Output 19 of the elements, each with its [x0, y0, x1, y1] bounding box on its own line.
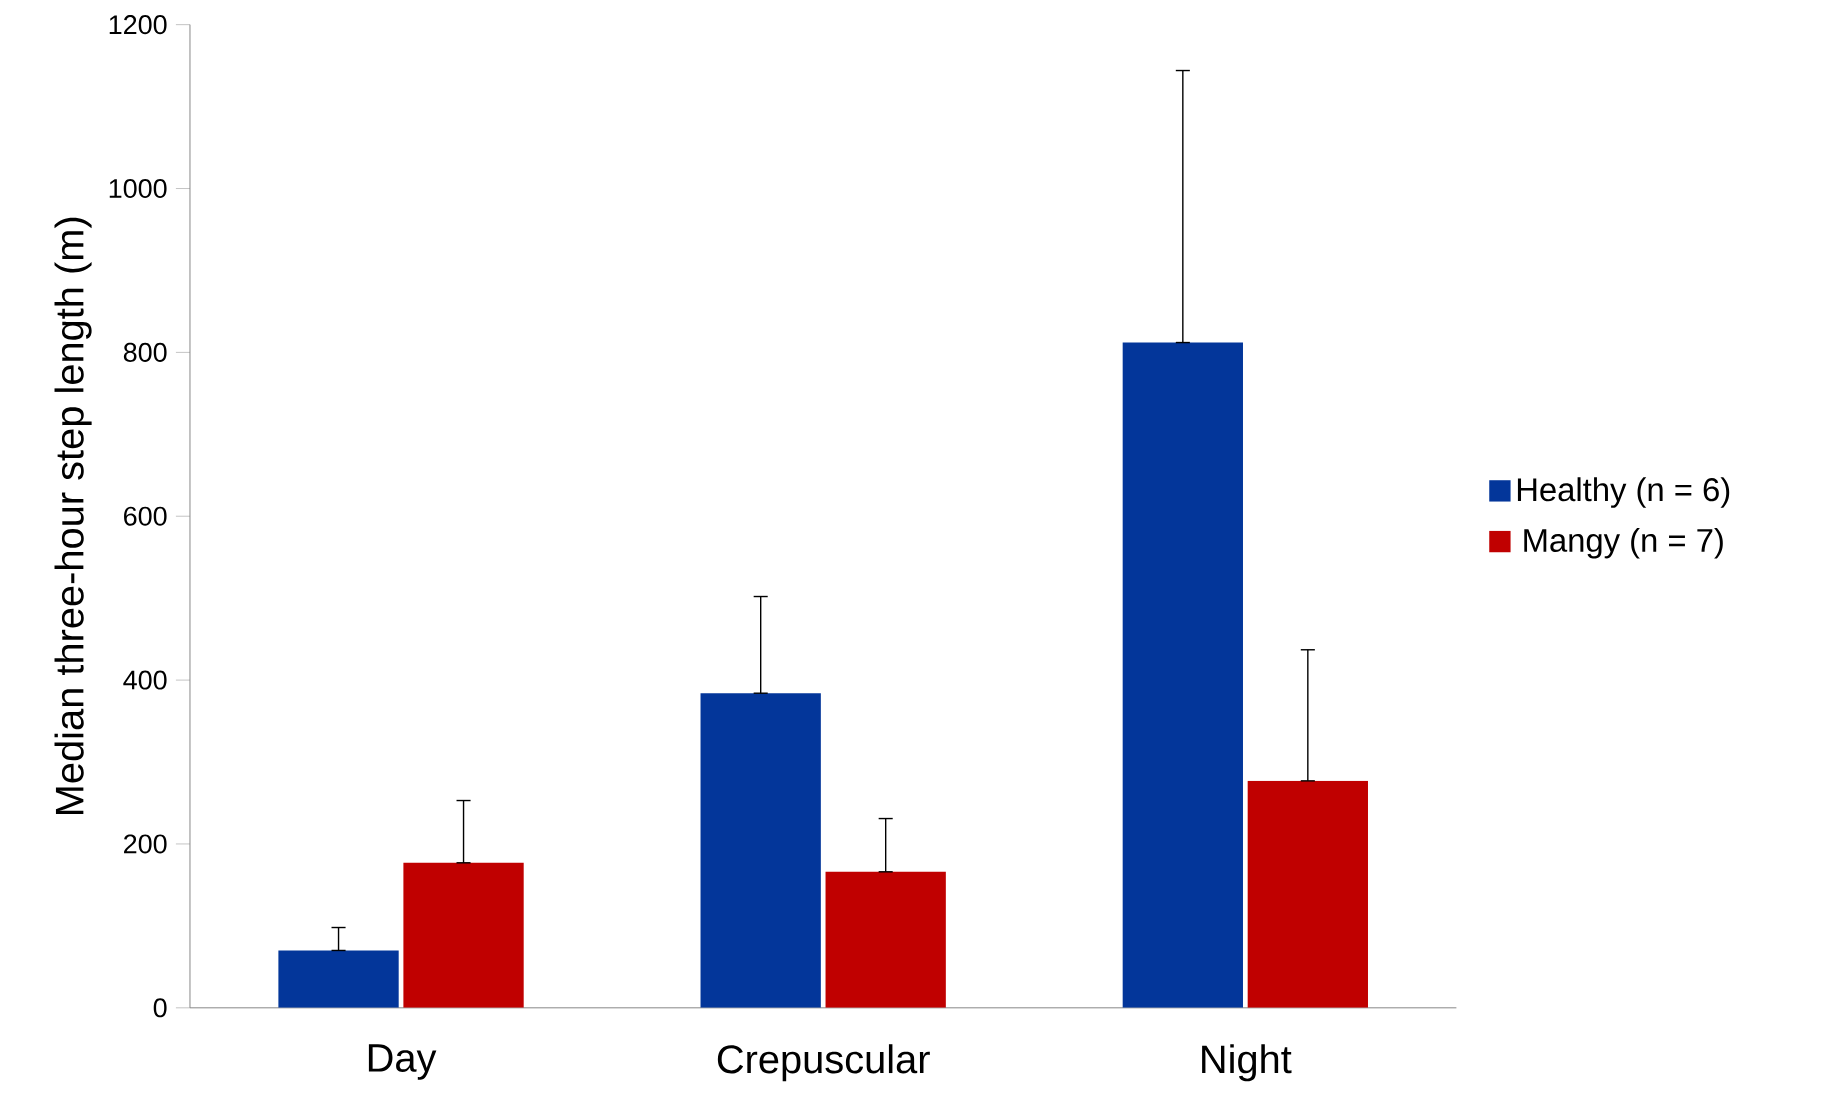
x-tick-label: Day: [368, 1044, 437, 1080]
y-tick-label: 1200: [109, 15, 167, 35]
y-tick-label: 600: [124, 506, 167, 526]
legend-label: Healthy (n = 6): [1517, 477, 1730, 508]
bar: [278, 950, 399, 1008]
bar: [700, 693, 821, 1008]
bar: [1247, 780, 1368, 1008]
y-axis-title: Median three-hour step length (m): [54, 217, 92, 815]
y-tick-label: 200: [124, 834, 167, 854]
y-tick-label: 800: [123, 342, 167, 362]
y-tick-label: 400: [123, 670, 167, 690]
legend-label: Mangy (n = 7): [1524, 528, 1723, 559]
x-tick-label: Crepuscular: [717, 1044, 930, 1082]
bar: [1122, 342, 1243, 1008]
bar: [825, 871, 946, 1008]
y-tick-label: 1000: [109, 179, 167, 199]
bar: [403, 862, 524, 1008]
x-tick-label: Night: [1202, 1044, 1292, 1082]
y-tick-label: 0: [153, 998, 167, 1018]
